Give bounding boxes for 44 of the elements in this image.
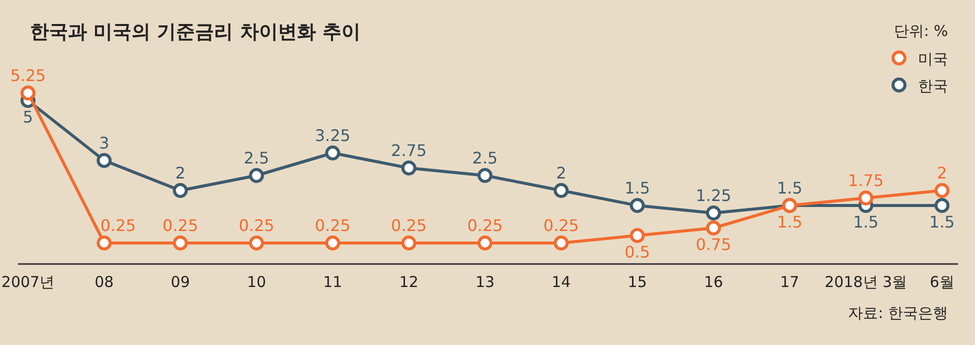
chart-title: 한국과 미국의 기준금리 차이변화 추이 bbox=[30, 21, 360, 43]
data-label: 0.25 bbox=[391, 216, 427, 235]
data-label: 2 bbox=[936, 164, 948, 182]
data-label: 2.75 bbox=[391, 141, 427, 160]
data-label: 0.25 bbox=[467, 216, 503, 235]
data-label: 3 bbox=[99, 134, 110, 152]
data-label: 1.5 bbox=[776, 212, 802, 232]
x-tick-label: 2007년 bbox=[1, 273, 55, 291]
data-label: 1.5 bbox=[776, 178, 802, 198]
x-tick-label: 10 bbox=[246, 273, 266, 291]
data-label: 2.5 bbox=[244, 148, 270, 168]
x-tick-label: 16 bbox=[704, 273, 724, 291]
data-label: 0.5 bbox=[624, 242, 650, 262]
x-tick-label: 08 bbox=[94, 273, 114, 291]
x-tick-label: 11 bbox=[323, 273, 342, 291]
x-tick-label: 2018년 3월 bbox=[824, 273, 908, 291]
data-label: 1.5 bbox=[853, 212, 879, 232]
x-tick-label: 09 bbox=[170, 273, 190, 291]
legend-label: 미국 bbox=[918, 50, 948, 68]
x-tick-label: 13 bbox=[475, 273, 495, 291]
data-label: 1.5 bbox=[929, 212, 955, 232]
x-tick-label: 15 bbox=[628, 273, 647, 291]
data-label: 1.25 bbox=[696, 186, 732, 205]
x-tick-label: 6월 bbox=[930, 273, 954, 291]
data-label: 0.75 bbox=[696, 235, 732, 254]
data-label: 5 bbox=[22, 108, 34, 126]
legend-label: 한국 bbox=[918, 77, 948, 95]
data-label: 2.5 bbox=[472, 148, 498, 168]
data-label: 5.25 bbox=[10, 66, 46, 85]
x-tick-label: 12 bbox=[399, 273, 418, 291]
data-label: 2 bbox=[556, 164, 566, 182]
x-tick-label: 17 bbox=[780, 273, 800, 291]
text: 자료: 한국은행 bbox=[848, 304, 948, 322]
data-label: 0.25 bbox=[100, 216, 136, 235]
data-label: 1.75 bbox=[848, 171, 884, 190]
data-label: 2 bbox=[175, 164, 186, 182]
data-label: 0.25 bbox=[238, 216, 274, 235]
legend-title: 단위: % bbox=[894, 22, 948, 40]
data-label: 0.25 bbox=[314, 216, 350, 235]
x-tick-label: 14 bbox=[552, 273, 571, 291]
data-label: 0.25 bbox=[162, 216, 198, 235]
data-label: 3.25 bbox=[314, 126, 350, 145]
data-label: 0.25 bbox=[543, 216, 579, 235]
data-label: 1.5 bbox=[624, 178, 650, 198]
